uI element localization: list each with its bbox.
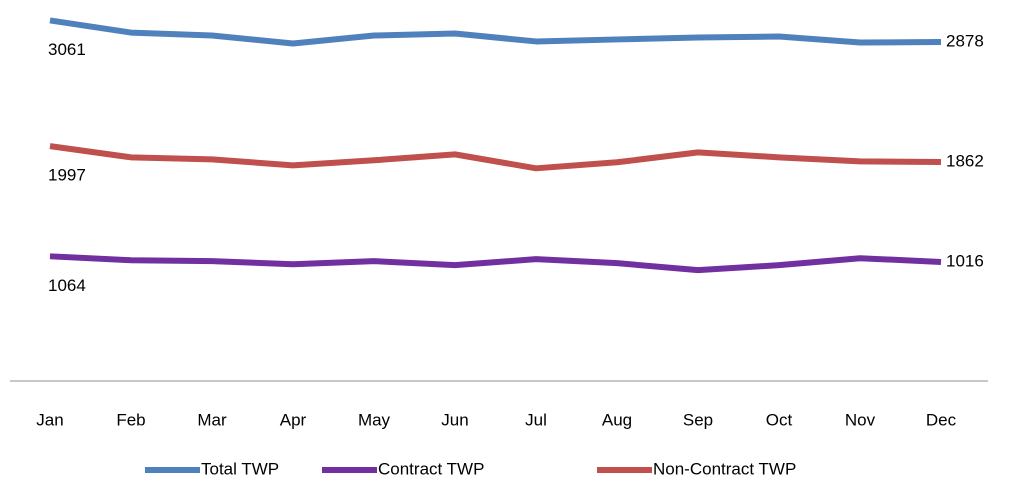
series-line <box>49 17 942 47</box>
x-tick-label: Dec <box>926 410 957 429</box>
legend-label: Total TWP <box>201 459 279 478</box>
data-label: 2878 <box>946 32 984 51</box>
series-line <box>49 253 942 274</box>
x-tick-label: Oct <box>766 410 793 429</box>
x-tick-label: Mar <box>197 410 227 429</box>
data-label: 1997 <box>48 166 86 185</box>
x-tick-label: Feb <box>116 410 145 429</box>
x-tick-label: May <box>358 410 391 429</box>
x-tick-label: Jul <box>525 410 547 429</box>
legend-label: Non-Contract TWP <box>653 459 796 478</box>
x-tick-label: Aug <box>602 410 632 429</box>
data-label: 3061 <box>48 40 86 59</box>
x-tick-label: Sep <box>683 410 713 429</box>
x-tick-label: Jun <box>441 410 468 429</box>
data-label: 1064 <box>48 276 86 295</box>
x-tick-label: Apr <box>280 410 307 429</box>
data-label: 1862 <box>946 152 984 171</box>
legend-label: Contract TWP <box>378 459 484 478</box>
x-tick-label: Jan <box>36 410 63 429</box>
data-label: 1016 <box>946 251 984 270</box>
series-line <box>49 143 942 172</box>
x-tick-label: Nov <box>845 410 876 429</box>
